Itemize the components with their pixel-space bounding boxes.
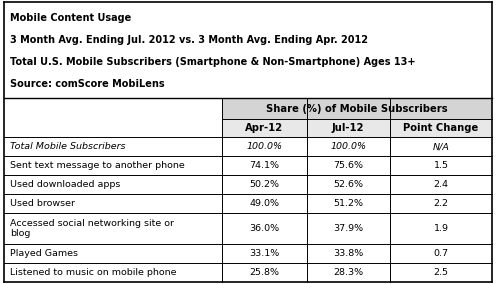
Text: Apr-12: Apr-12 — [245, 123, 283, 133]
Text: 100.0%: 100.0% — [330, 142, 366, 151]
Text: 3 Month Avg. Ending Jul. 2012 vs. 3 Month Avg. Ending Apr. 2012: 3 Month Avg. Ending Jul. 2012 vs. 3 Mont… — [10, 35, 368, 45]
Text: 51.2%: 51.2% — [333, 199, 363, 208]
Text: Total U.S. Mobile Subscribers (Smartphone & Non-Smartphone) Ages 13+: Total U.S. Mobile Subscribers (Smartphon… — [10, 57, 416, 67]
Text: Used browser: Used browser — [10, 199, 75, 208]
Text: 52.6%: 52.6% — [333, 180, 363, 189]
Text: Share (%) of Mobile Subscribers: Share (%) of Mobile Subscribers — [266, 104, 448, 114]
Text: Listened to music on mobile phone: Listened to music on mobile phone — [10, 268, 177, 277]
Text: Accessed social networking site or
blog: Accessed social networking site or blog — [10, 219, 174, 238]
Text: Source: comScore MobiLens: Source: comScore MobiLens — [10, 79, 165, 89]
Text: 33.1%: 33.1% — [249, 249, 279, 258]
Bar — [222, 98, 492, 119]
Text: 2.2: 2.2 — [434, 199, 448, 208]
Text: Mobile Content Usage: Mobile Content Usage — [10, 13, 131, 23]
Text: 37.9%: 37.9% — [333, 224, 363, 233]
Text: 2.5: 2.5 — [434, 268, 448, 277]
Text: Point Change: Point Change — [403, 123, 479, 133]
Text: Total Mobile Subscribers: Total Mobile Subscribers — [10, 142, 125, 151]
Text: Jul-12: Jul-12 — [332, 123, 365, 133]
Text: 50.2%: 50.2% — [249, 180, 279, 189]
Text: 2.4: 2.4 — [434, 180, 448, 189]
Text: 49.0%: 49.0% — [249, 199, 279, 208]
Text: 1.9: 1.9 — [434, 224, 448, 233]
Text: 0.7: 0.7 — [434, 249, 448, 258]
Text: Sent text message to another phone: Sent text message to another phone — [10, 161, 185, 170]
Text: Played Games: Played Games — [10, 249, 78, 258]
Text: 36.0%: 36.0% — [249, 224, 279, 233]
Bar — [222, 119, 492, 137]
Text: 33.8%: 33.8% — [333, 249, 363, 258]
Text: Used downloaded apps: Used downloaded apps — [10, 180, 121, 189]
Text: 74.1%: 74.1% — [249, 161, 279, 170]
Text: N/A: N/A — [433, 142, 449, 151]
Text: 75.6%: 75.6% — [333, 161, 363, 170]
Text: 100.0%: 100.0% — [246, 142, 282, 151]
Text: 1.5: 1.5 — [434, 161, 448, 170]
Text: 25.8%: 25.8% — [249, 268, 279, 277]
Text: 28.3%: 28.3% — [333, 268, 363, 277]
